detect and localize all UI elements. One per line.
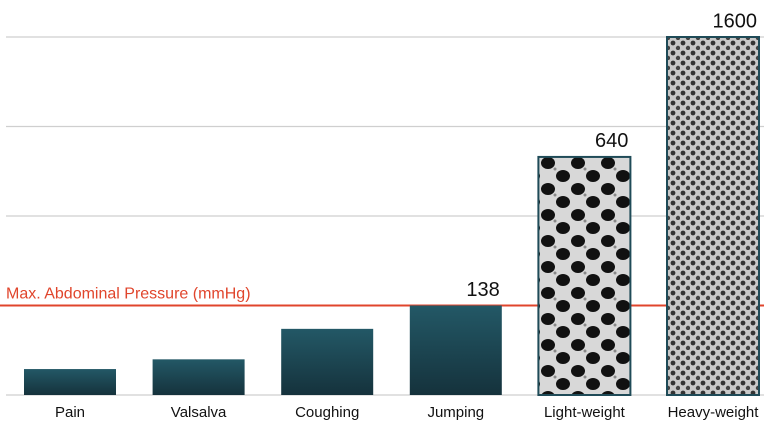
x-tick-label: Jumping	[427, 404, 484, 421]
annotation-label: Max. Abdominal Pressure (mmHg)	[6, 286, 251, 303]
value-label: 138	[466, 279, 499, 301]
x-tick-label: Pain	[55, 404, 85, 421]
grid	[6, 37, 764, 395]
bar	[281, 329, 373, 395]
bar	[153, 359, 245, 395]
chart: Pain Valsalva Coughing Jumping 138 Light-weig…	[0, 0, 764, 426]
x-tick-label: Coughing	[295, 404, 359, 421]
bar	[24, 369, 116, 395]
value-label: 1600	[713, 10, 758, 32]
bar	[538, 157, 630, 395]
bar	[667, 37, 759, 395]
value-label: 640	[595, 130, 628, 152]
x-tick-label: Light-weight	[544, 404, 626, 421]
x-tick-label: Heavy-weight	[668, 404, 760, 421]
x-tick-label: Valsalva	[171, 404, 227, 421]
bar	[410, 306, 502, 396]
